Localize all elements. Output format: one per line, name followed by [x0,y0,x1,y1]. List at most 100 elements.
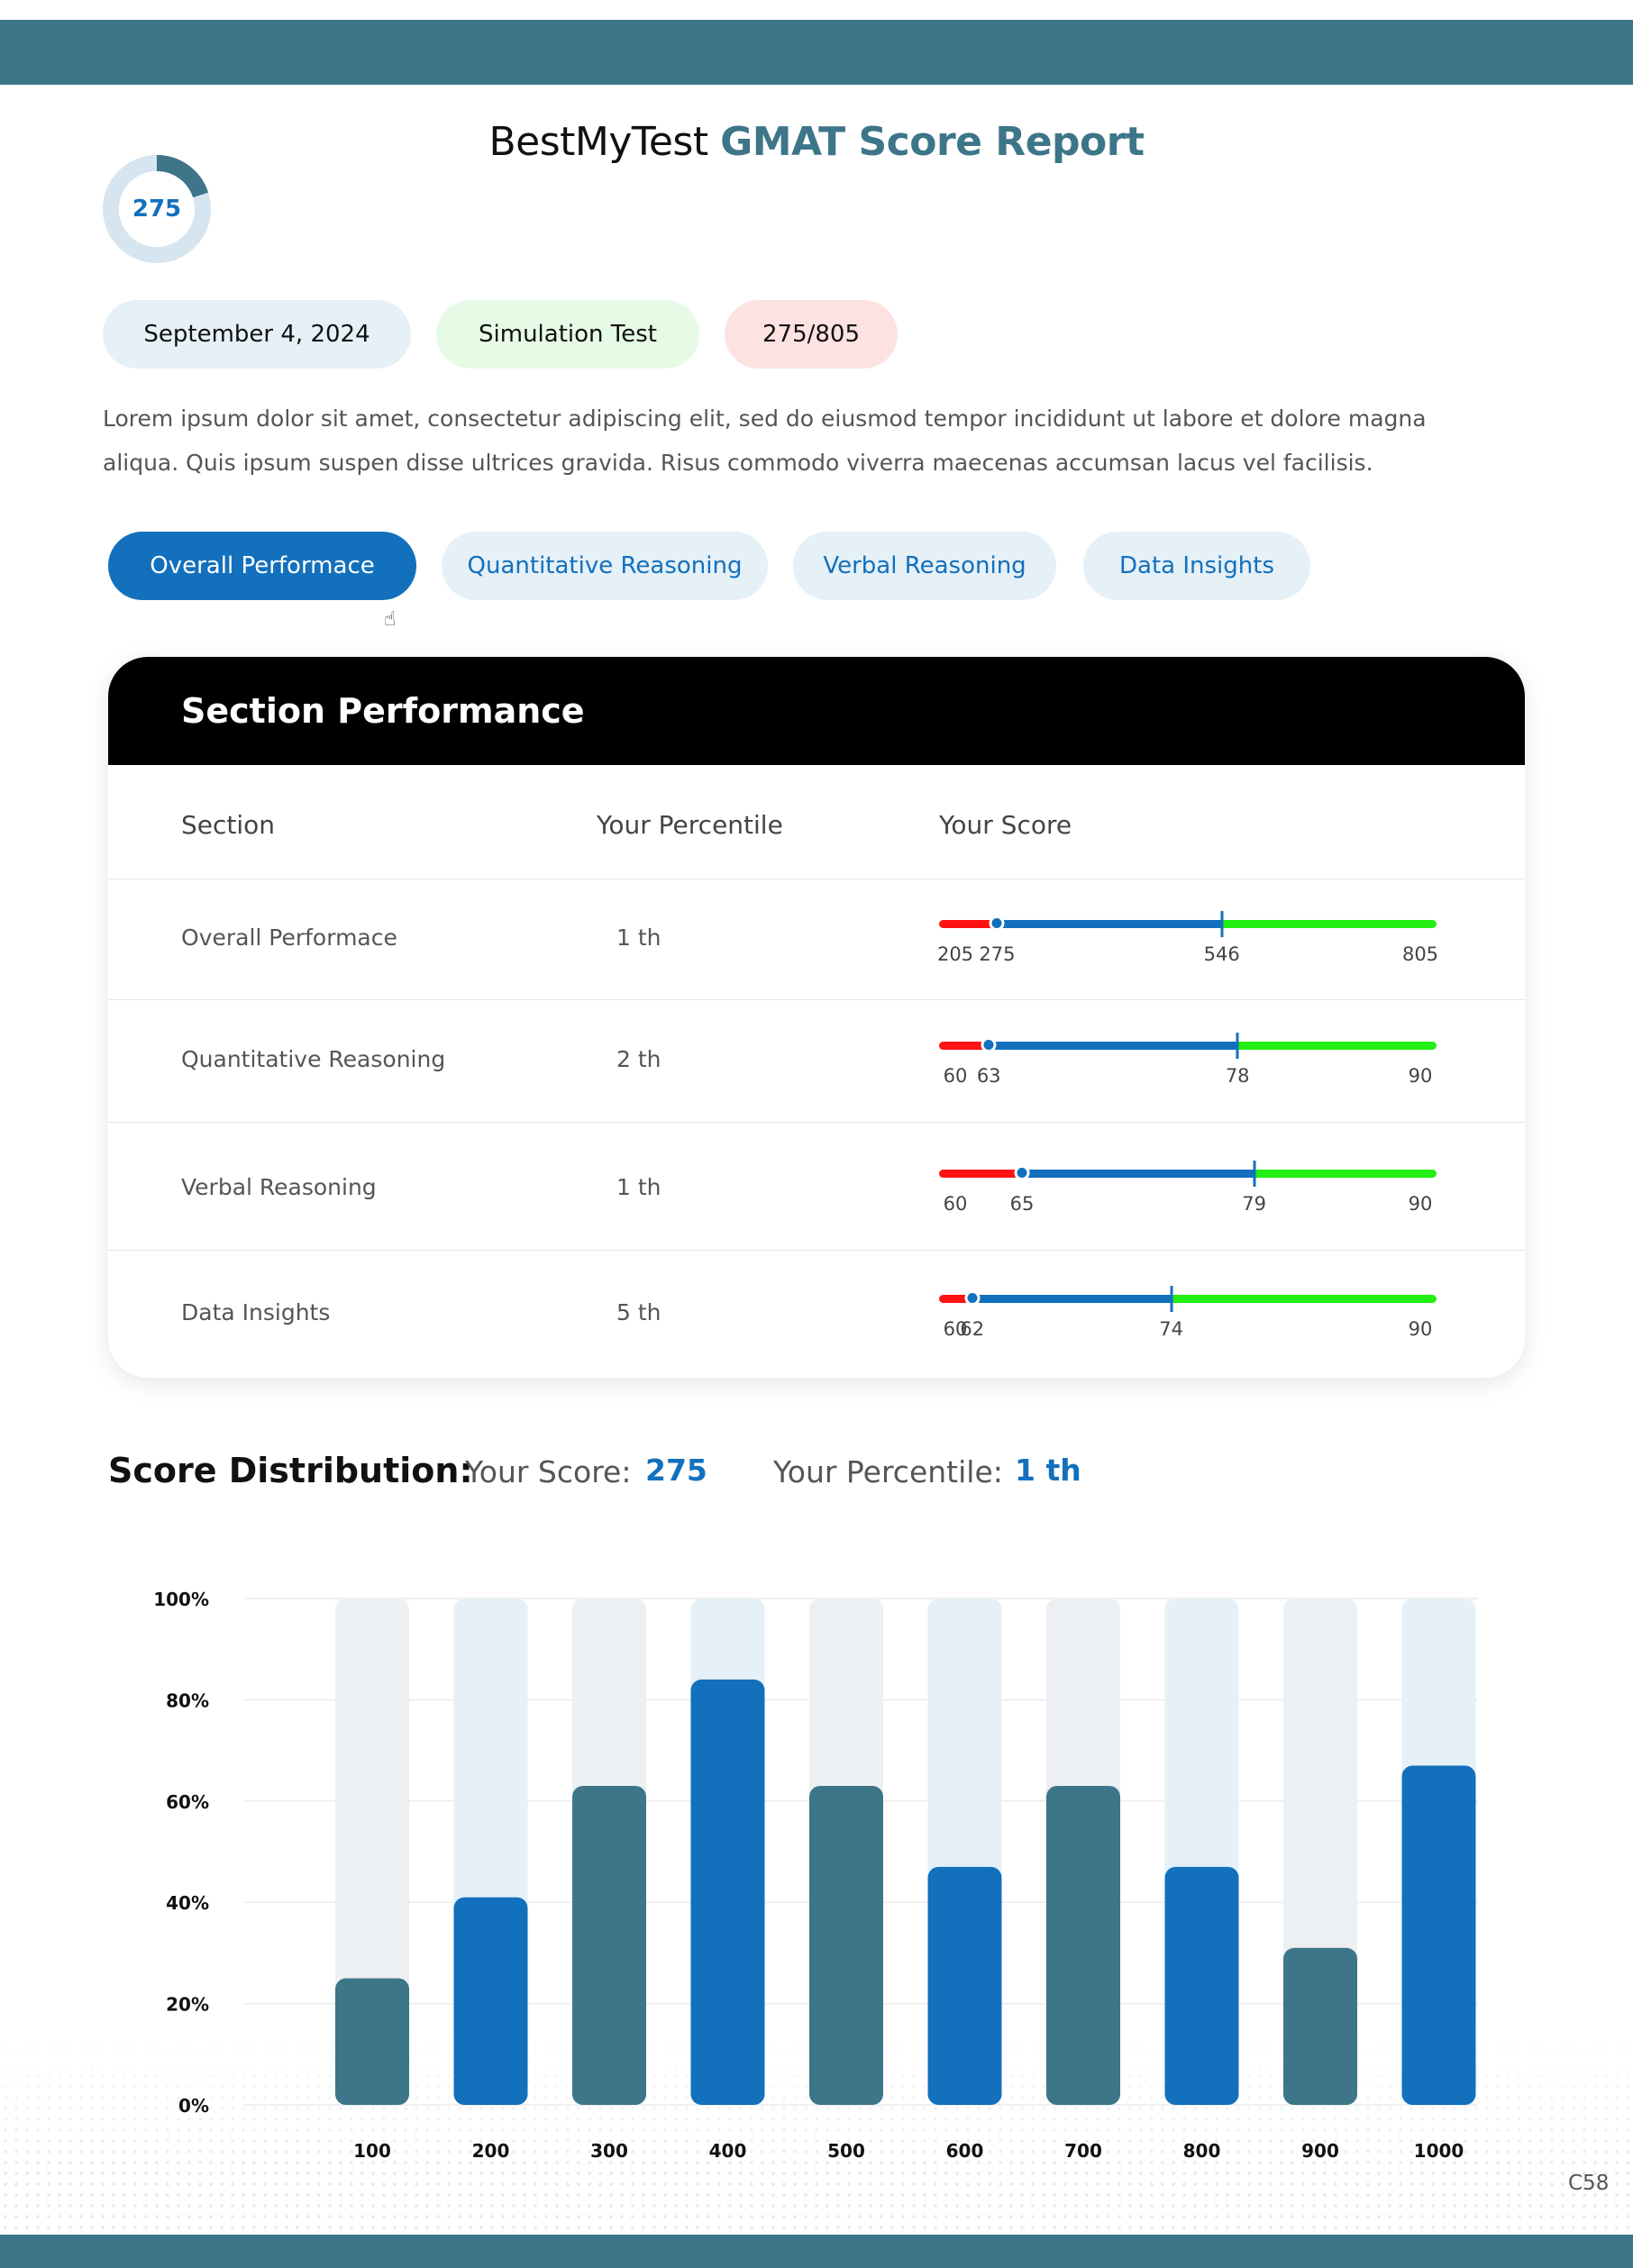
score-range-bar: 205 275 546 805 [937,911,1438,965]
bottom-banner [0,2235,1633,2268]
range-score-label: 62 [960,1318,985,1340]
range-max-label: 805 [1401,943,1439,965]
gauge-score-value: 275 [132,196,182,223]
row-percentile: 2 th [616,1046,661,1072]
range-high-segment [1237,1042,1437,1050]
page-code: C58 [1568,2172,1610,2195]
row-section-label: Data Insights [181,1299,331,1325]
bar [1046,1785,1120,2105]
title-accent: GMAT Score Report [720,119,1145,165]
your-score-label: Your Score: [465,1454,632,1489]
divider [108,1122,1525,1123]
range-low-segment [939,1042,990,1050]
column-header-section: Section [181,810,276,840]
bar [690,1679,765,2105]
x-tick-label: 400 [709,2140,747,2162]
x-tick-label: 600 [946,2140,984,2162]
target-marker [1170,1286,1173,1312]
target-marker [1220,911,1224,937]
score-marker [1014,1165,1030,1180]
date-badge: September 4, 2024 [103,300,411,369]
row-section-label: Overall Performace [181,925,397,951]
range-min-label: 205 [936,943,974,965]
top-banner [0,20,1633,85]
range-max-label: 90 [1408,1318,1433,1340]
section-performance-title: Section Performance [108,657,1525,765]
target-marker [1253,1161,1256,1187]
range-low-segment [939,920,998,928]
range-score-label: 65 [1009,1193,1035,1215]
your-score-value: 275 [645,1453,707,1488]
column-header-score: Your Score [939,810,1072,840]
x-tick-label: 900 [1301,2140,1339,2162]
tab-quantitative-reasoning[interactable]: Quantitative Reasoning [442,532,768,600]
tab-data-insights[interactable]: Data Insights [1083,532,1310,600]
bar [809,1785,883,2105]
range-target-label: 546 [1203,943,1240,965]
your-percentile-value: 1 th [1015,1453,1081,1488]
bar [1164,1866,1239,2105]
your-percentile-label: Your Percentile: [773,1454,1003,1489]
page-title: BestMyTest GMAT Score Report [0,119,1633,165]
title-prefix: BestMyTest [488,119,708,165]
y-tick-label: 100% [153,1589,209,1610]
x-tick-label: 300 [590,2140,628,2162]
range-min-label: 60 [943,1065,968,1087]
test-type-badge: Simulation Test [436,300,699,369]
score-range-bar: 60 63 78 90 [939,1033,1437,1087]
score-marker [989,915,1005,931]
x-tick-label: 100 [353,2140,391,2162]
row-percentile: 5 th [616,1299,661,1325]
score-distribution-title: Score Distribution: [108,1451,473,1490]
score-badge: 275/805 [725,300,898,369]
range-high-segment [1221,920,1437,928]
score-marker [981,1037,997,1052]
bar [335,1978,409,2105]
tab-overall-performance[interactable]: Overall Performace [108,532,416,600]
divider [108,1250,1525,1251]
column-header-percentile: Your Percentile [597,810,783,840]
range-low-segment [939,1170,1022,1178]
x-tick-label: 700 [1064,2140,1102,2162]
row-section-label: Quantitative Reasoning [181,1046,446,1072]
divider [108,999,1525,1000]
y-tick-label: 60% [166,1791,209,1813]
score-range-bar: 60 62 74 90 [939,1286,1437,1340]
range-high-segment [1254,1170,1437,1178]
y-tick-label: 20% [166,1994,209,2016]
range-target-label: 78 [1225,1065,1250,1087]
range-high-segment [1171,1295,1437,1303]
tab-verbal-reasoning[interactable]: Verbal Reasoning [793,532,1056,600]
bar [453,1897,528,2105]
x-tick-label: 500 [827,2140,865,2162]
row-section-label: Verbal Reasoning [181,1174,377,1200]
bar [1283,1947,1357,2105]
range-low-segment [939,1295,972,1303]
range-min-label: 60 [943,1193,968,1215]
range-max-label: 90 [1408,1193,1433,1215]
y-tick-label: 80% [166,1690,209,1711]
x-tick-label: 800 [1183,2140,1221,2162]
y-tick-label: 0% [178,2095,209,2117]
score-distribution-chart: 0% 20% 40% 60% 80% 100% 100 200 300 400 500 600 700 8… [153,1589,1478,2162]
range-mid-segment [997,920,1222,928]
score-gauge [103,155,211,263]
bar [572,1785,646,2105]
intro-text: Lorem ipsum dolor sit amet, consectetur … [103,405,1427,476]
x-tick-label: 200 [472,2140,510,2162]
x-tick-label: 1000 [1414,2140,1464,2162]
section-performance-card: Section Performance Section Your Percent… [108,657,1525,1378]
y-tick-label: 40% [166,1892,209,1914]
range-target-label: 74 [1159,1318,1183,1340]
range-min-label: 60 [943,1318,968,1340]
range-mid-segment [1022,1170,1254,1178]
score-range-bar: 60 65 79 90 [939,1161,1437,1215]
bar [927,1866,1002,2105]
range-mid-segment [989,1042,1238,1050]
row-percentile: 1 th [616,925,661,951]
target-marker [1236,1033,1239,1059]
hand-cursor-icon: ☝ [384,608,397,631]
range-score-label: 63 [976,1065,1001,1087]
row-percentile: 1 th [616,1174,661,1200]
bar [1401,1765,1476,2105]
